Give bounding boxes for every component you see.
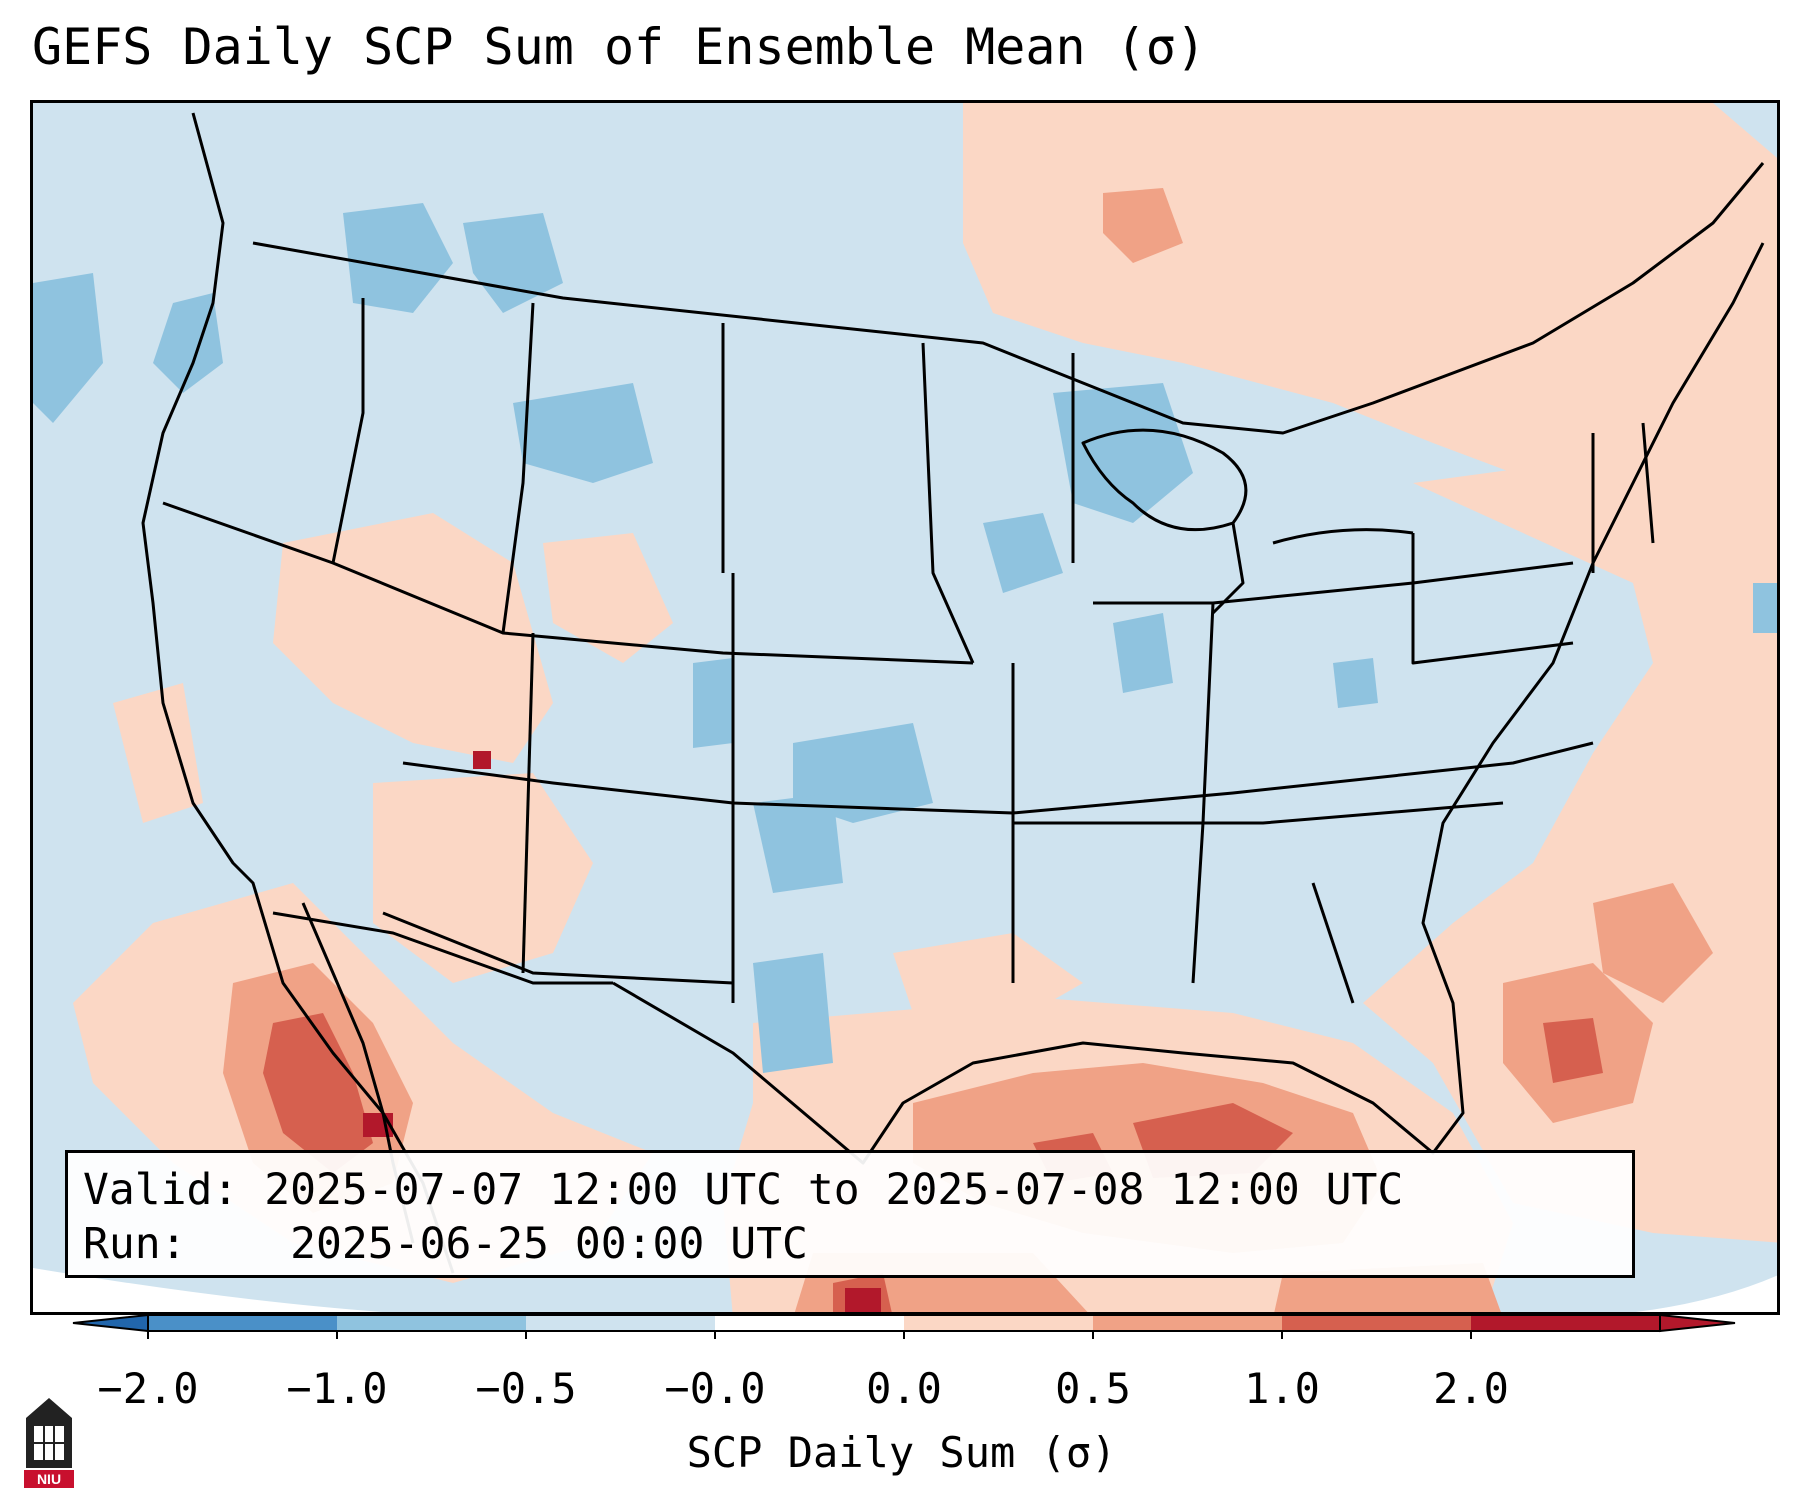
info-box: Valid: 2025-07-07 12:00 UTC to 2025-07-0… [65,1150,1635,1278]
colorbar-tick-label: −1.0 [286,1364,388,1413]
projection-edge-right [1635,1275,1777,1312]
run-row: Run: 2025-06-25 00:00 UTC [83,1217,1632,1271]
colorbar-segment [715,1315,905,1331]
valid-label: Valid: [83,1165,239,1215]
valid-row: Valid: 2025-07-07 12:00 UTC to 2025-07-0… [83,1163,1632,1217]
colorbar-segment [526,1315,716,1331]
valid-value: 2025-07-07 12:00 UTC to 2025-07-08 12:00… [264,1165,1404,1215]
logo-text: NIU [37,1471,61,1487]
colorbar-tick-label: 0.0 [866,1364,942,1413]
logo-banner [24,1470,74,1488]
colorbar-extend-high [1659,1313,1736,1333]
colorbar-tick-label: 2.0 [1433,1364,1509,1413]
colorbar-segment [148,1315,338,1331]
map-canvas [33,103,1777,1312]
colorbar-segment [1471,1315,1661,1331]
colorbar-tick-label: −0.5 [475,1364,577,1413]
colorbar-tick-label: −0.0 [664,1364,766,1413]
anomaly-moderate-negative [33,203,1777,1073]
chart-title: GEFS Daily SCP Sum of Ensemble Mean (σ) [32,18,1206,76]
map-frame [30,100,1780,1315]
run-label: Run: [83,1219,187,1269]
boundaries [141,112,1765,1274]
niu-logo: NIU [24,1398,74,1488]
colorbar-label: SCP Daily Sum (σ) [686,1428,1117,1477]
colorbar-segment [1093,1315,1283,1331]
projection-edge-left [33,1268,383,1312]
anomaly-extreme-positive [363,751,881,1312]
colorbar-segment [1282,1315,1472,1331]
colorbar-tick-label: −2.0 [97,1364,199,1413]
colorbar-tick-label: 0.5 [1055,1364,1131,1413]
colorbar-tick-label: 1.0 [1244,1364,1320,1413]
run-value: 2025-06-25 00:00 UTC [290,1219,808,1269]
colorbar-segment [904,1315,1094,1331]
colorbar [72,1313,1736,1339]
colorbar-segment [337,1315,527,1331]
colorbar-extend-low [72,1313,149,1333]
